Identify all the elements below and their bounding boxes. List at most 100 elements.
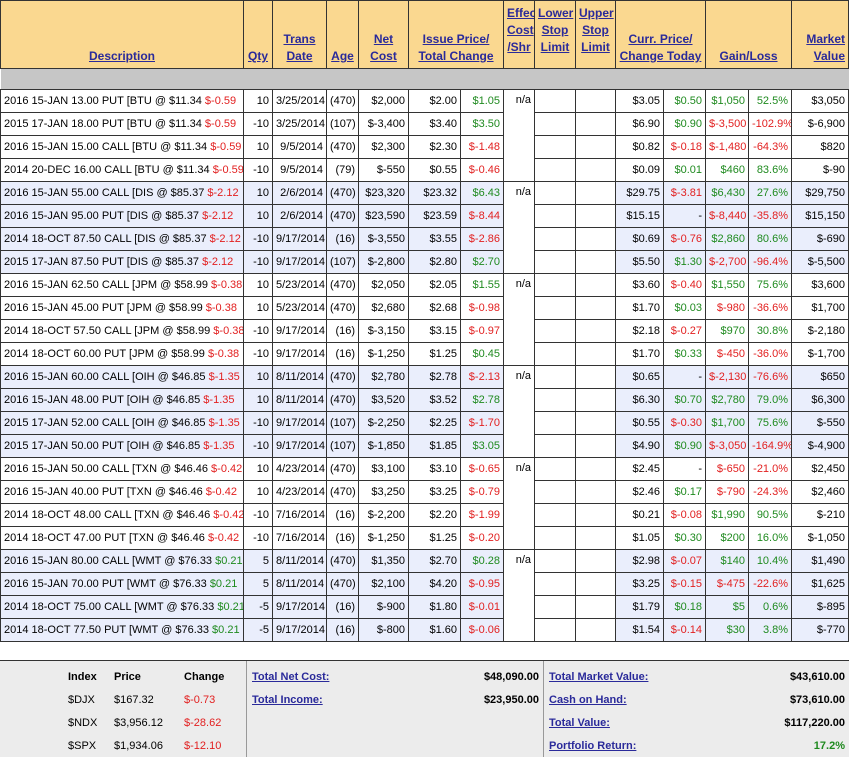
gain-pct-cell: -36.0%: [747, 342, 793, 366]
total-value-link[interactable]: Total Value:: [549, 717, 610, 729]
position-row[interactable]: 2014 18-OCT 87.50 CALL [DIS @ $85.37 $-2…: [0, 227, 850, 251]
qty-cell: -10: [243, 434, 273, 458]
total-market-value-value: $43,610.00: [789, 671, 845, 683]
col-trans-date[interactable]: Trans Date: [272, 0, 327, 69]
age-cell: (470): [326, 89, 359, 113]
issue-price-cell: $3.10: [408, 457, 461, 481]
qty-cell: 10: [243, 89, 273, 113]
col-gain-loss[interactable]: Gain/Loss: [704, 0, 793, 69]
gain-loss-cell: $-790: [705, 480, 749, 504]
position-row[interactable]: 2015 17-JAN 18.00 PUT [BTU @ $11.34 $-0.…: [0, 112, 850, 136]
position-row[interactable]: 2016 15-JAN 70.00 PUT [WMT @ $76.33 $0.2…: [0, 572, 850, 596]
position-row[interactable]: 2016 15-JAN 95.00 PUT [DIS @ $85.37 $-2.…: [0, 204, 850, 228]
position-row[interactable]: 2014 18-OCT 48.00 CALL [TXN @ $46.46 $-0…: [0, 503, 850, 527]
position-row[interactable]: 2016 15-JAN 45.00 PUT [JPM @ $58.99 $-0.…: [0, 296, 850, 320]
upper-stop-cell: [575, 434, 616, 458]
position-row[interactable]: 2016 15-JAN 15.00 CALL [BTU @ $11.34 $-0…: [0, 135, 850, 159]
net-cost-cell: $2,780: [358, 365, 409, 389]
lower-stop-cell: [534, 549, 576, 573]
portfolio-return-link[interactable]: Portfolio Return:: [549, 740, 637, 752]
position-row[interactable]: 2016 15-JAN 40.00 PUT [TXN @ $46.46 $-0.…: [0, 480, 850, 504]
gain-loss-cell: $140: [705, 549, 749, 573]
gain-pct-cell: 0.6%: [747, 595, 793, 619]
trans-date-cell: 9/17/2014: [272, 319, 327, 343]
qty-cell: 5: [243, 572, 273, 596]
total-change-cell: $-0.97: [460, 319, 504, 343]
position-row[interactable]: 2014 18-OCT 77.50 PUT [WMT @ $76.33 $0.2…: [0, 618, 850, 642]
position-row[interactable]: 2014 18-OCT 57.50 CALL [JPM @ $58.99 $-0…: [0, 319, 850, 343]
gain-loss-cell: $1,700: [705, 411, 749, 435]
col-net-cost[interactable]: Net Cost: [358, 0, 409, 69]
position-description: 2015 17-JAN 50.00 PUT [OIH @ $46.85 $-1.…: [0, 434, 244, 458]
net-cost-cell: $23,320: [358, 181, 409, 205]
col-net-cost-label: Net Cost: [370, 32, 397, 63]
cash-on-hand-value: $73,610.00: [789, 694, 845, 706]
change-today-cell: $0.30: [663, 526, 706, 550]
col-upper-stop[interactable]: Upper Stop Limit: [575, 0, 616, 69]
change-today-cell: $0.70: [663, 388, 706, 412]
upper-stop-cell: [575, 319, 616, 343]
position-row[interactable]: 2016 15-JAN 62.50 CALL [JPM @ $58.99 $-0…: [0, 273, 850, 366]
col-age[interactable]: Age: [326, 0, 359, 69]
effective-cost-cell: n/a: [503, 181, 535, 274]
col-market-value[interactable]: Market Value: [791, 0, 850, 69]
change-today-cell: $0.90: [663, 434, 706, 458]
position-row[interactable]: 2016 15-JAN 80.00 CALL [WMT @ $76.33 $0.…: [0, 549, 850, 642]
position-row[interactable]: 2016 15-JAN 13.00 PUT [BTU @ $11.34 $-0.…: [0, 89, 850, 182]
col-lower-stop-label: Lower Stop Limit: [538, 6, 574, 54]
issue-price-cell: $3.52: [408, 388, 461, 412]
qty-cell: -10: [243, 319, 273, 343]
lower-stop-cell: [534, 526, 576, 550]
total-net-cost-link[interactable]: Total Net Cost:: [252, 671, 330, 683]
position-row[interactable]: 2016 15-JAN 60.00 CALL [OIH @ $46.85 $-1…: [0, 365, 850, 458]
qty-cell: -10: [243, 250, 273, 274]
position-row[interactable]: 2016 15-JAN 55.00 CALL [DIS @ $85.37 $-2…: [0, 181, 850, 274]
position-row[interactable]: 2014 20-DEC 16.00 CALL [BTU @ $11.34 $-0…: [0, 158, 850, 182]
market-value-cell: $-1,700: [791, 342, 850, 366]
position-row[interactable]: 2014 18-OCT 60.00 PUT [JPM @ $58.99 $-0.…: [0, 342, 850, 366]
position-row[interactable]: 2014 18-OCT 47.00 PUT [TXN @ $46.46 $-0.…: [0, 526, 850, 550]
gain-pct-cell: 79.0%: [747, 388, 793, 412]
lower-stop-cell: [534, 273, 576, 297]
gain-loss-cell: $-475: [705, 572, 749, 596]
total-market-value-link[interactable]: Total Market Value:: [549, 671, 649, 683]
gain-loss-cell: $2,860: [705, 227, 749, 251]
total-change-cell: $-0.01: [460, 595, 504, 619]
col-qty[interactable]: Qty: [243, 0, 273, 69]
col-issue-price[interactable]: Issue Price/ Total Change: [408, 0, 504, 69]
index-price: $1,934.06: [114, 740, 163, 752]
change-today-cell: $0.50: [663, 89, 706, 113]
curr-price-cell: $0.21: [615, 503, 664, 527]
upper-stop-cell: [575, 572, 616, 596]
position-row[interactable]: 2015 17-JAN 50.00 PUT [OIH @ $46.85 $-1.…: [0, 434, 850, 458]
market-value-cell: $-690: [791, 227, 850, 251]
position-row[interactable]: 2016 15-JAN 48.00 PUT [OIH @ $46.85 $-1.…: [0, 388, 850, 412]
position-description: 2016 15-JAN 13.00 PUT [BTU @ $11.34 $-0.…: [0, 89, 244, 113]
index-name: $SPX: [68, 740, 97, 752]
col-description[interactable]: Description: [0, 0, 244, 69]
col-curr-price[interactable]: Curr. Price/ Change Today: [615, 0, 706, 69]
upper-stop-cell: [575, 158, 616, 182]
position-row[interactable]: 2015 17-JAN 52.00 CALL [OIH @ $46.85 $-1…: [0, 411, 850, 435]
gain-loss-cell: $1,990: [705, 503, 749, 527]
gain-pct-cell: -35.8%: [747, 204, 793, 228]
gain-pct-cell: 75.6%: [747, 411, 793, 435]
market-value-cell: $29,750: [791, 181, 850, 205]
lower-stop-cell: [534, 112, 576, 136]
cash-on-hand-link[interactable]: Cash on Hand:: [549, 694, 627, 706]
col-effective-cost[interactable]: Effective Cost /Shr: [503, 0, 535, 69]
net-cost-cell: $2,680: [358, 296, 409, 320]
position-row[interactable]: 2016 15-JAN 50.00 CALL [TXN @ $46.46 $-0…: [0, 457, 850, 550]
position-row[interactable]: 2015 17-JAN 87.50 PUT [DIS @ $85.37 $-2.…: [0, 250, 850, 274]
total-income-link[interactable]: Total Income:: [252, 694, 323, 706]
gain-loss-cell: $460: [705, 158, 749, 182]
total-change-cell: $-1.99: [460, 503, 504, 527]
position-row[interactable]: 2014 18-OCT 75.00 CALL [WMT @ $76.33 $0.…: [0, 595, 850, 619]
position-description: 2014 18-OCT 47.00 PUT [TXN @ $46.46 $-0.…: [0, 526, 244, 550]
index-panel: Index Price Change $DJX $167.32 $-0.73 $…: [0, 661, 246, 757]
qty-cell: -10: [243, 227, 273, 251]
description-text: 2014 18-OCT 48.00 CALL [TXN @ $46.46: [4, 509, 214, 521]
gain-pct-cell: 3.8%: [747, 618, 793, 642]
col-lower-stop[interactable]: Lower Stop Limit: [534, 0, 576, 69]
market-value-cell: $-895: [791, 595, 850, 619]
